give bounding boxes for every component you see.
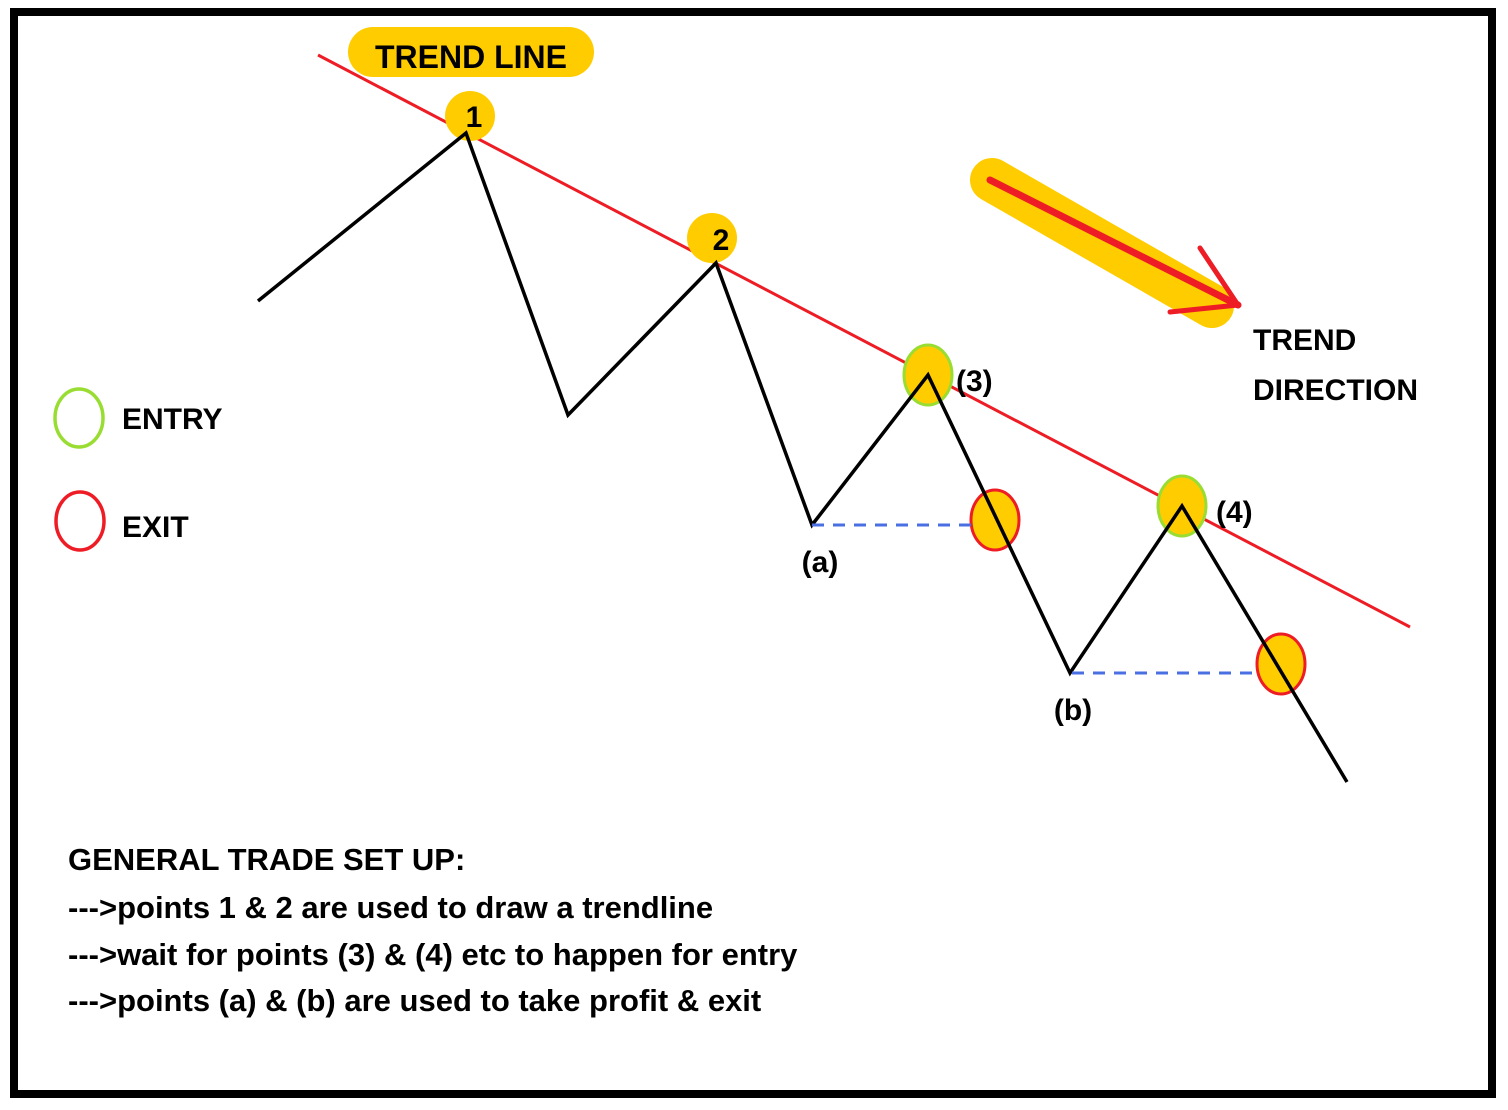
trend-direction-label-2: DIRECTION — [1253, 374, 1418, 407]
diagram-border — [10, 8, 1496, 1098]
legend-entry-icon — [53, 387, 105, 449]
legend-exit-label: EXIT — [122, 511, 189, 544]
trend-direction-arrow — [986, 176, 1242, 315]
point-b-label: (b) — [1054, 694, 1092, 727]
legend-entry-label: ENTRY — [122, 403, 223, 436]
point-4-label: (4) — [1216, 496, 1253, 529]
trend-line-title: TREND LINE — [375, 39, 567, 75]
title-highlight — [348, 27, 594, 77]
point-3-label: (3) — [956, 365, 993, 398]
point-1-highlight — [445, 91, 495, 141]
point-2-highlight — [687, 213, 737, 263]
notes-line-3: --->points (a) & (b) are used to take pr… — [68, 983, 761, 1018]
notes-line-2: --->wait for points (3) & (4) etc to hap… — [68, 937, 798, 972]
notes-line-1: --->points 1 & 2 are used to draw a tren… — [68, 890, 713, 925]
notes-heading: GENERAL TRADE SET UP: — [68, 842, 465, 877]
legend-exit-icon — [54, 490, 106, 552]
point-2-label: 2 — [713, 224, 730, 257]
trend-direction-label-1: TREND — [1253, 324, 1356, 357]
point-a-label: (a) — [802, 546, 839, 579]
trend-line — [317, 53, 1411, 629]
point-1-label: 1 — [466, 101, 483, 134]
exit-a-highlight — [969, 488, 1021, 552]
